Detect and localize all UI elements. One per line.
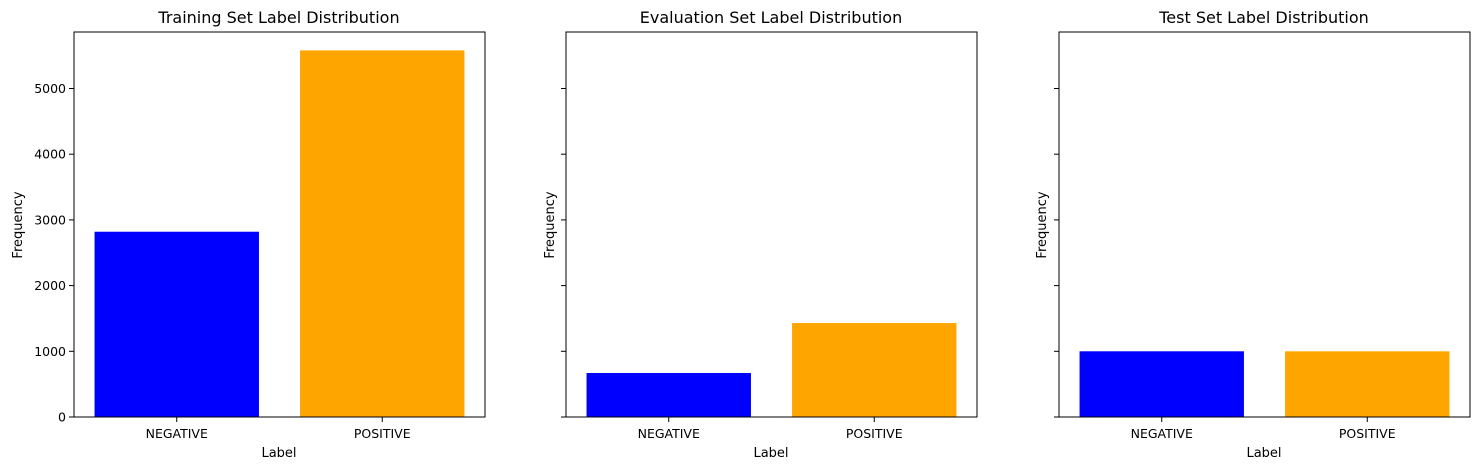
chart-title: Evaluation Set Label Distribution xyxy=(640,8,902,27)
plot-area: NEGATIVE POSITIVE xyxy=(1054,31,1471,441)
x-tick-label: NEGATIVE xyxy=(146,426,208,441)
bar-negative xyxy=(586,372,751,417)
y-tick-label: 4000 xyxy=(34,147,66,162)
x-axis-label: Label xyxy=(753,446,788,461)
evaluation-subplot: Evaluation Set Label Distribution Label … xyxy=(543,8,978,461)
y-tick-label: 5000 xyxy=(34,81,66,96)
y-tick-label: 1000 xyxy=(34,344,66,359)
bar-positive xyxy=(300,50,465,417)
chart-title: Training Set Label Distribution xyxy=(157,8,399,27)
axes-frame xyxy=(73,31,486,418)
chart-title: Test Set Label Distribution xyxy=(1158,8,1369,27)
bar-positive xyxy=(792,323,957,417)
y-axis-label: Frequency xyxy=(1035,191,1050,258)
bar-negative xyxy=(94,231,259,417)
x-tick-label: POSITIVE xyxy=(1339,426,1396,441)
x-axis-label: Label xyxy=(1246,446,1281,461)
plot-area: 0 1000 2000 3000 4000 5000 NEGATIVE POSITIVE xyxy=(34,31,486,441)
bar-positive xyxy=(1285,351,1450,417)
x-tick-label: NEGATIVE xyxy=(638,426,700,441)
axes-frame xyxy=(565,31,978,418)
y-axis-label: Frequency xyxy=(543,191,558,258)
y-tick-label: 0 xyxy=(58,410,66,425)
x-tick-label: POSITIVE xyxy=(354,426,411,441)
axes-frame xyxy=(1058,31,1471,418)
training-subplot: Training Set Label Distribution Label Fr… xyxy=(11,8,486,461)
test-subplot: Test Set Label Distribution Label Freque… xyxy=(1035,8,1471,461)
bar-negative xyxy=(1079,351,1244,417)
x-tick-label: NEGATIVE xyxy=(1131,426,1193,441)
y-axis-label: Frequency xyxy=(11,191,26,258)
x-axis-label: Label xyxy=(261,446,296,461)
y-tick-label: 3000 xyxy=(34,212,66,227)
y-tick-label: 2000 xyxy=(34,278,66,293)
plot-area: NEGATIVE POSITIVE xyxy=(561,31,978,441)
x-tick-label: POSITIVE xyxy=(846,426,903,441)
